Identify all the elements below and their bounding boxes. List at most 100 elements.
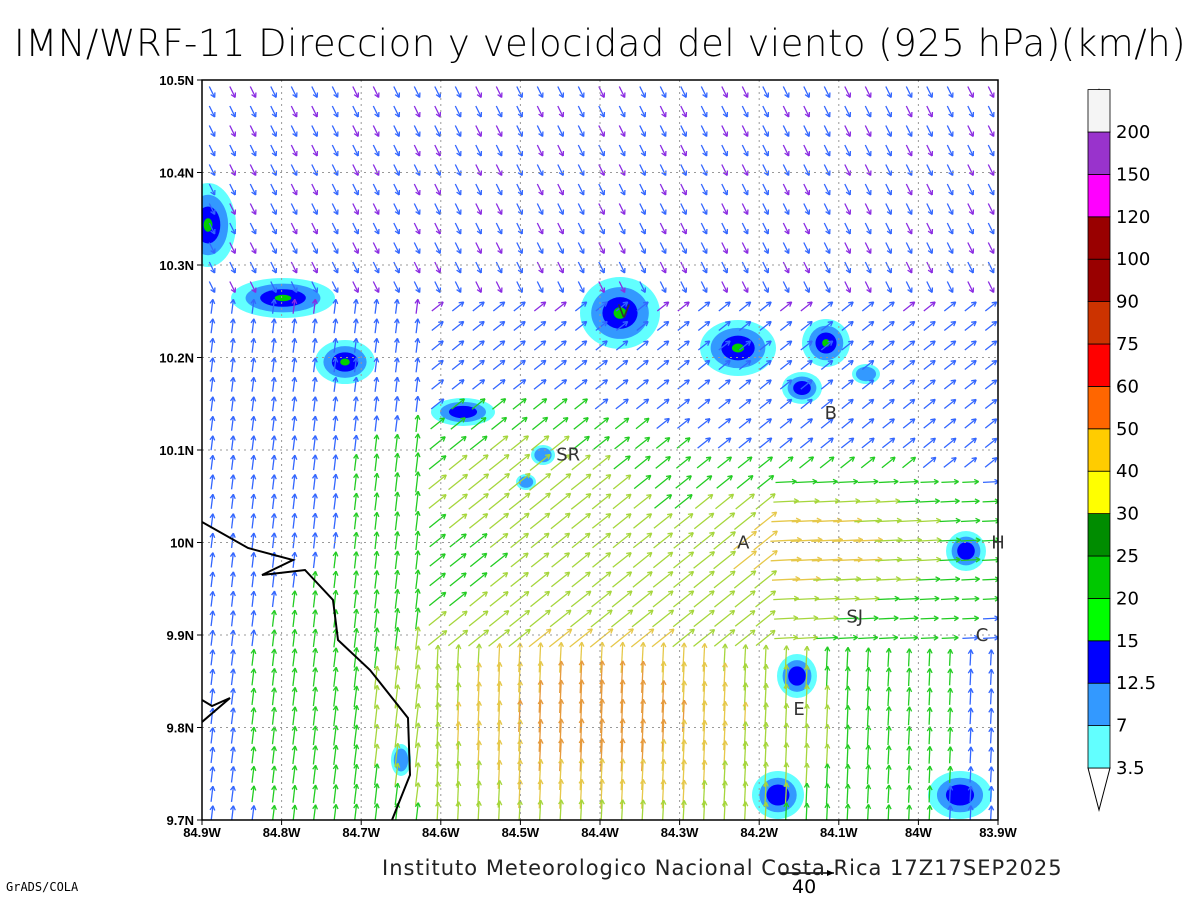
wind-arrow-head — [394, 762, 401, 769]
wind-arrow-head — [229, 298, 236, 305]
wind-arrow — [803, 242, 810, 254]
wind-arrow — [333, 745, 337, 765]
wind-arrow-head — [886, 287, 893, 294]
wind-arrow — [755, 629, 776, 647]
wind-arrow — [413, 222, 421, 235]
wind-arrow-head — [622, 379, 629, 385]
wind-arrow-head — [848, 379, 854, 385]
wind-arrow-head — [967, 688, 974, 694]
wind-arrow — [791, 519, 822, 523]
wind-arrow — [713, 531, 736, 550]
wind-arrow-head — [332, 435, 339, 441]
wind-arrow-head — [707, 493, 714, 500]
wind-arrow — [600, 758, 603, 791]
wind-arrow-head — [865, 686, 872, 692]
wind-arrow — [372, 203, 380, 215]
wind-arrow-head — [291, 337, 298, 344]
wind-arrow — [414, 645, 420, 670]
wind-arrow — [451, 340, 465, 351]
wind-arrow — [451, 379, 465, 390]
wind-arrow-head — [292, 228, 298, 235]
wind-arrow-head — [504, 629, 511, 635]
wind-arrow-head — [640, 189, 647, 196]
wind-arrow — [495, 86, 503, 98]
wind-arrow-head — [353, 744, 360, 750]
wind-arrow-head — [681, 739, 687, 745]
wind-arrow — [312, 745, 317, 765]
wind-arrow — [618, 242, 626, 254]
wind-arrow-head — [926, 765, 933, 771]
wind-arrow — [782, 105, 790, 118]
wind-arrow — [633, 494, 652, 509]
wind-arrow-head — [807, 320, 813, 327]
wind-arrow — [569, 628, 593, 648]
wind-arrow-head — [989, 209, 995, 216]
wind-arrow — [887, 784, 890, 804]
wind-arrow — [723, 681, 726, 712]
wind-arrow-head — [844, 783, 851, 789]
wind-arrow — [946, 222, 954, 235]
wind-arrow — [943, 418, 957, 429]
wind-arrow-head — [229, 805, 236, 811]
wind-arrow — [415, 569, 419, 590]
wind-arrow-head — [312, 150, 319, 157]
wind-arrow-head — [989, 228, 995, 235]
wind-arrow-head — [438, 359, 444, 366]
wind-arrow-head — [479, 320, 485, 327]
wind-arrow — [738, 340, 752, 351]
wind-arrow-head — [722, 267, 729, 274]
wind-arrow-head — [722, 209, 729, 216]
wind-arrow — [559, 738, 562, 772]
wind-arrow-head — [893, 634, 899, 641]
wind-arrow — [964, 379, 977, 390]
wind-arrow — [782, 86, 790, 98]
wind-arrow — [905, 86, 913, 98]
wind-arrow — [210, 455, 214, 470]
wind-arrow-head — [605, 473, 612, 480]
wind-arrow — [639, 203, 646, 215]
wind-arrow — [815, 617, 839, 620]
wind-arrow-head — [415, 248, 421, 255]
wind-arrow-head — [968, 287, 975, 294]
wind-arrow-head — [483, 629, 490, 635]
wind-arrow — [753, 550, 778, 570]
wind-arrow-head — [476, 740, 482, 746]
speed-contour — [957, 542, 975, 560]
wind-arrow — [661, 779, 665, 809]
wind-arrow-head — [647, 609, 654, 615]
wind-arrow — [415, 318, 419, 334]
wind-arrow-head — [497, 287, 503, 294]
wind-arrow-head — [625, 532, 632, 539]
wind-arrow — [434, 203, 441, 215]
wind-arrow-head — [503, 512, 510, 519]
wind-arrow-head — [886, 209, 893, 216]
wind-arrow-head — [461, 533, 467, 539]
wind-arrow — [639, 222, 646, 235]
wind-arrow — [762, 261, 769, 274]
wind-arrow — [779, 379, 793, 390]
wind-arrow-head — [743, 189, 749, 196]
wind-arrow — [579, 679, 583, 714]
wind-arrow — [659, 261, 667, 274]
wind-arrow-head — [807, 359, 813, 366]
wind-arrow-head — [702, 111, 708, 118]
wind-arrow-head — [332, 512, 339, 518]
wind-arrow — [825, 704, 829, 728]
wind-arrow-head — [544, 590, 551, 597]
wind-arrow-head — [742, 663, 749, 669]
wind-arrow — [508, 492, 531, 511]
wind-arrow — [800, 301, 813, 312]
wind-arrow — [353, 357, 358, 373]
wind-arrow — [611, 590, 633, 608]
wind-arrow-head — [909, 379, 916, 385]
wind-arrow — [782, 144, 790, 157]
wind-arrow — [680, 183, 687, 196]
wind-arrow — [928, 805, 931, 820]
lon-tick-label: 84W — [905, 825, 932, 840]
wind-arrow — [292, 706, 296, 726]
wind-arrow-head — [566, 628, 573, 634]
wind-arrow-head — [271, 706, 278, 713]
place-label: V — [618, 301, 631, 322]
wind-arrow — [846, 666, 849, 688]
wind-arrow-head — [414, 357, 421, 363]
